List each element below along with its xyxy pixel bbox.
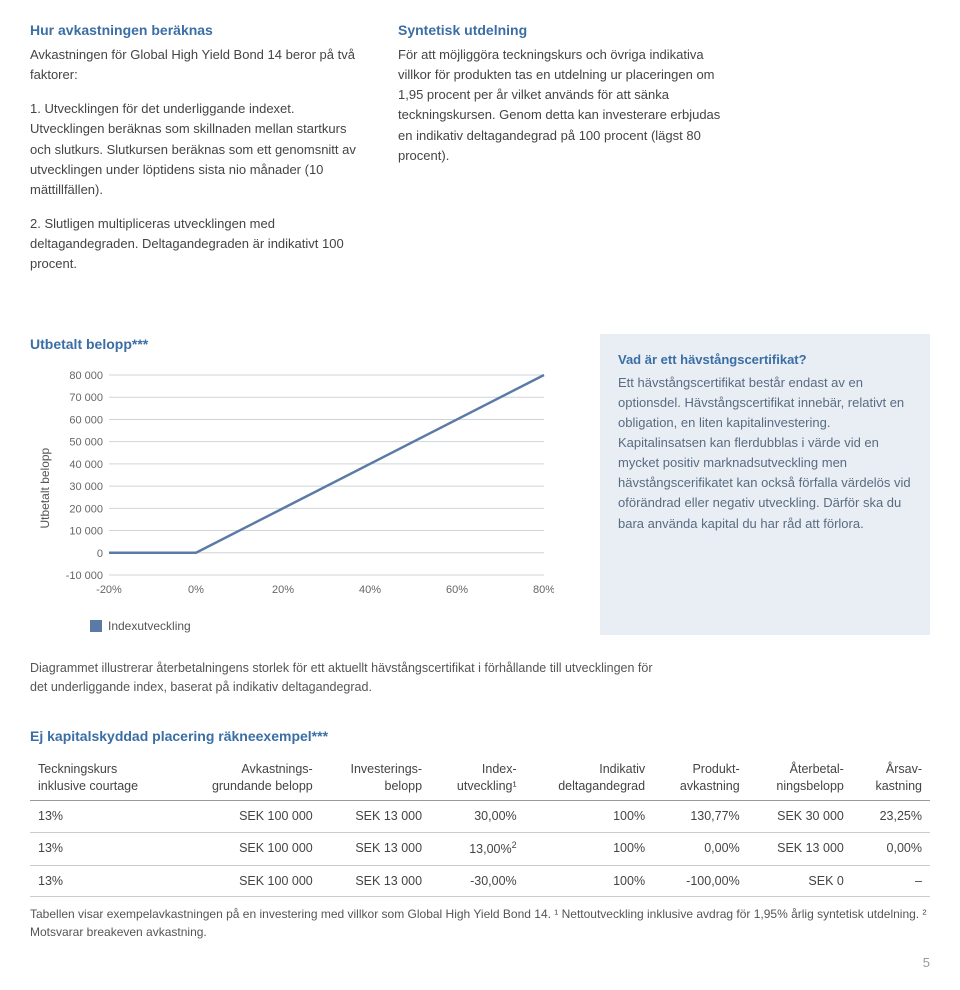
svg-text:-20%: -20% <box>96 584 122 596</box>
svg-text:30 000: 30 000 <box>69 482 103 494</box>
svg-text:60 000: 60 000 <box>69 415 103 427</box>
table-cell: SEK 0 <box>748 865 852 897</box>
chart-title: Utbetalt belopp*** <box>30 334 570 355</box>
table-cell: 13% <box>30 800 175 832</box>
table-cell: SEK 13 000 <box>321 800 430 832</box>
table-cell: SEK 13 000 <box>321 865 430 897</box>
table-cell: SEK 13 000 <box>748 832 852 865</box>
table-row: 13%SEK 100 000SEK 13 00030,00%100%130,77… <box>30 800 930 832</box>
table-footnote: Tabellen visar exempelavkastningen på en… <box>30 905 930 941</box>
page-number: 5 <box>923 953 930 973</box>
y-axis-label: Utbetalt belopp <box>30 365 54 611</box>
left-column: Hur avkastningen beräknas Avkastningen f… <box>30 20 358 274</box>
table-cell: 100% <box>525 832 653 865</box>
svg-text:40 000: 40 000 <box>69 459 103 471</box>
spacer-col <box>766 20 930 274</box>
svg-text:80%: 80% <box>533 584 554 596</box>
table-cell: SEK 100 000 <box>175 865 321 897</box>
table-row: 13%SEK 100 000SEK 13 00013,00%2100%0,00%… <box>30 832 930 865</box>
svg-text:20 000: 20 000 <box>69 504 103 516</box>
table-title: Ej kapitalskyddad placering räkneexempel… <box>30 726 930 747</box>
table-cell: 13% <box>30 832 175 865</box>
svg-text:70 000: 70 000 <box>69 393 103 405</box>
table-row: 13%SEK 100 000SEK 13 000-30,00%100%-100,… <box>30 865 930 897</box>
chart-legend: Indexutveckling <box>90 617 570 635</box>
left-heading: Hur avkastningen beräknas <box>30 20 358 41</box>
table-cell: SEK 30 000 <box>748 800 852 832</box>
left-p2: 1. Utvecklingen för det underliggande in… <box>30 99 358 200</box>
table-cell: 13% <box>30 865 175 897</box>
chart-infobox-row: Utbetalt belopp*** Utbetalt belopp 80 00… <box>30 334 930 635</box>
table-cell: 0,00% <box>653 832 748 865</box>
right-heading: Syntetisk utdelning <box>398 20 726 41</box>
table-cell: SEK 100 000 <box>175 832 321 865</box>
th-indikativ: Indikativdeltagandegrad <box>525 755 653 800</box>
right-column: Syntetisk utdelning För att möjliggöra t… <box>398 20 726 274</box>
infobox-body: Ett hävstångscertifikat består endast av… <box>618 375 911 531</box>
svg-text:-10 000: -10 000 <box>66 570 103 582</box>
table-cell: -100,00% <box>653 865 748 897</box>
infobox-question: Vad är ett hävstångscertifikat? <box>618 350 912 370</box>
chart-block: Utbetalt belopp*** Utbetalt belopp 80 00… <box>30 334 570 635</box>
table-cell: 13,00%2 <box>430 832 525 865</box>
left-p3: 2. Slutligen multipliceras utvecklingen … <box>30 214 358 274</box>
th-investerings: Investerings-belopp <box>321 755 430 800</box>
right-p1: För att möjliggöra teckningskurs och övr… <box>398 45 726 166</box>
example-table: Teckningskursinklusive courtage Avkastni… <box>30 755 930 897</box>
table-cell: SEK 13 000 <box>321 832 430 865</box>
intro-columns: Hur avkastningen beräknas Avkastningen f… <box>30 20 930 274</box>
th-arsav: Årsav-kastning <box>852 755 930 800</box>
chart-wrap: Utbetalt belopp 80 000 70 000 60 000 50 000… <box>30 365 570 611</box>
line-chart: 80 000 70 000 60 000 50 000 40 000 30 000 20 0… <box>54 365 554 605</box>
svg-text:50 000: 50 000 <box>69 437 103 449</box>
table-cell: 0,00% <box>852 832 930 865</box>
chart-caption: Diagrammet illustrerar återbetalningens … <box>30 659 670 697</box>
svg-text:80 000: 80 000 <box>69 370 103 382</box>
table-cell: SEK 100 000 <box>175 800 321 832</box>
svg-text:0: 0 <box>97 548 103 560</box>
info-box: Vad är ett hävstångscertifikat? Ett hävs… <box>600 334 930 635</box>
table-cell: 30,00% <box>430 800 525 832</box>
table-header-row: Teckningskursinklusive courtage Avkastni… <box>30 755 930 800</box>
table-cell: 100% <box>525 865 653 897</box>
table-cell: – <box>852 865 930 897</box>
th-produkt: Produkt-avkastning <box>653 755 748 800</box>
left-p1: Avkastningen för Global High Yield Bond … <box>30 45 358 85</box>
svg-text:20%: 20% <box>272 584 294 596</box>
svg-text:60%: 60% <box>446 584 468 596</box>
chart-svg-wrap: 80 000 70 000 60 000 50 000 40 000 30 000 20 0… <box>54 365 570 611</box>
example-table-section: Ej kapitalskyddad placering räkneexempel… <box>30 726 930 941</box>
svg-text:0%: 0% <box>188 584 204 596</box>
th-aterbetal: Återbetal-ningsbelopp <box>748 755 852 800</box>
table-cell: 23,25% <box>852 800 930 832</box>
legend-label: Indexutveckling <box>108 617 191 635</box>
th-teckningskurs: Teckningskursinklusive courtage <box>30 755 175 800</box>
th-avkastnings: Avkastnings-grundande belopp <box>175 755 321 800</box>
table-cell: -30,00% <box>430 865 525 897</box>
legend-swatch <box>90 620 102 632</box>
table-cell: 100% <box>525 800 653 832</box>
svg-text:40%: 40% <box>359 584 381 596</box>
svg-text:10 000: 10 000 <box>69 526 103 538</box>
th-index: Index-utveckling¹ <box>430 755 525 800</box>
table-cell: 130,77% <box>653 800 748 832</box>
